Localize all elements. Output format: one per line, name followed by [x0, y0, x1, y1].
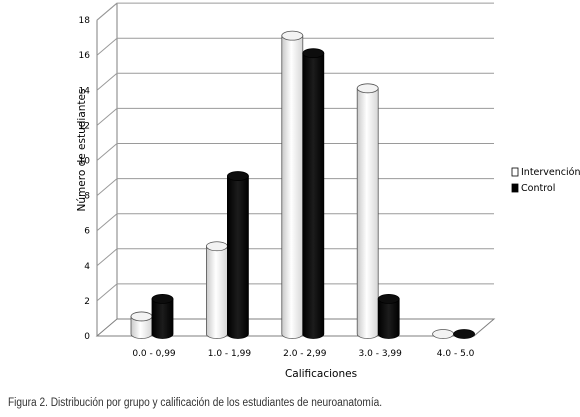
y-tick-label: 12 — [79, 121, 90, 131]
x-tick-label: 1.0 - 1,99 — [208, 349, 252, 359]
y-axis-title: Número de estudiantes — [76, 89, 88, 212]
y-tick-label: 18 — [79, 16, 91, 26]
bar-control — [453, 329, 476, 339]
bar-body — [377, 298, 400, 339]
bar-body — [206, 245, 228, 339]
bars — [130, 30, 476, 339]
y-tick-label: 10 — [79, 157, 91, 167]
figure-caption: Figura 2. Distribución por grupo y calif… — [8, 397, 383, 409]
legend-label: Control — [521, 183, 555, 194]
gridline — [96, 37, 494, 56]
bar-top — [302, 48, 325, 59]
bar-control — [377, 293, 400, 339]
bar-intervencion — [356, 83, 379, 339]
bar-top — [226, 171, 249, 181]
bar-intervencion — [432, 329, 455, 339]
bar-intervencion — [205, 241, 228, 339]
gridline — [96, 72, 494, 91]
bar-body — [356, 87, 379, 339]
y-tick-label: 0 — [84, 332, 90, 342]
y-tick-label: 4 — [84, 262, 90, 272]
bar-top — [432, 329, 455, 339]
bar-body — [227, 175, 249, 339]
bar-intervencion — [281, 30, 304, 339]
bar-top — [356, 83, 379, 94]
legend: Intervención Control — [511, 167, 580, 194]
bar-top — [205, 241, 228, 252]
bar-control — [226, 171, 249, 339]
y-tick-label: 8 — [84, 192, 90, 202]
bar-top — [453, 329, 476, 339]
bar-body — [281, 35, 304, 339]
y-tick-label: 14 — [79, 86, 91, 96]
bar-control — [151, 293, 174, 339]
x-tick-label: 4.0 - 5.0 — [437, 349, 475, 359]
bar-top — [377, 293, 400, 304]
bar-chart: 0 2 4 6 8 10 12 14 16 18 0.0 - 0,99 1.0 - 1,99 2.0 -… — [76, 2, 580, 380]
bar-body — [302, 52, 325, 339]
y-tick-label: 6 — [84, 227, 90, 237]
y-tick-label: 16 — [79, 51, 91, 61]
bar-top — [151, 293, 174, 304]
bar-top — [130, 311, 153, 322]
x-tick-label: 0.0 - 0,99 — [132, 349, 176, 359]
bar-intervencion — [130, 311, 153, 339]
x-tick-label: 3.0 - 3,99 — [359, 349, 403, 359]
legend-swatch — [511, 167, 519, 177]
bar-control — [302, 48, 325, 339]
legend-label: Intervención — [521, 167, 580, 178]
bar-body — [151, 298, 174, 339]
legend-swatch — [511, 183, 519, 193]
bar-top — [281, 30, 304, 41]
x-axis-title: Calificaciones — [285, 368, 357, 380]
gridline — [96, 2, 494, 21]
x-tick-label: 2.0 - 2,99 — [283, 349, 327, 359]
y-tick-label: 2 — [84, 297, 90, 307]
